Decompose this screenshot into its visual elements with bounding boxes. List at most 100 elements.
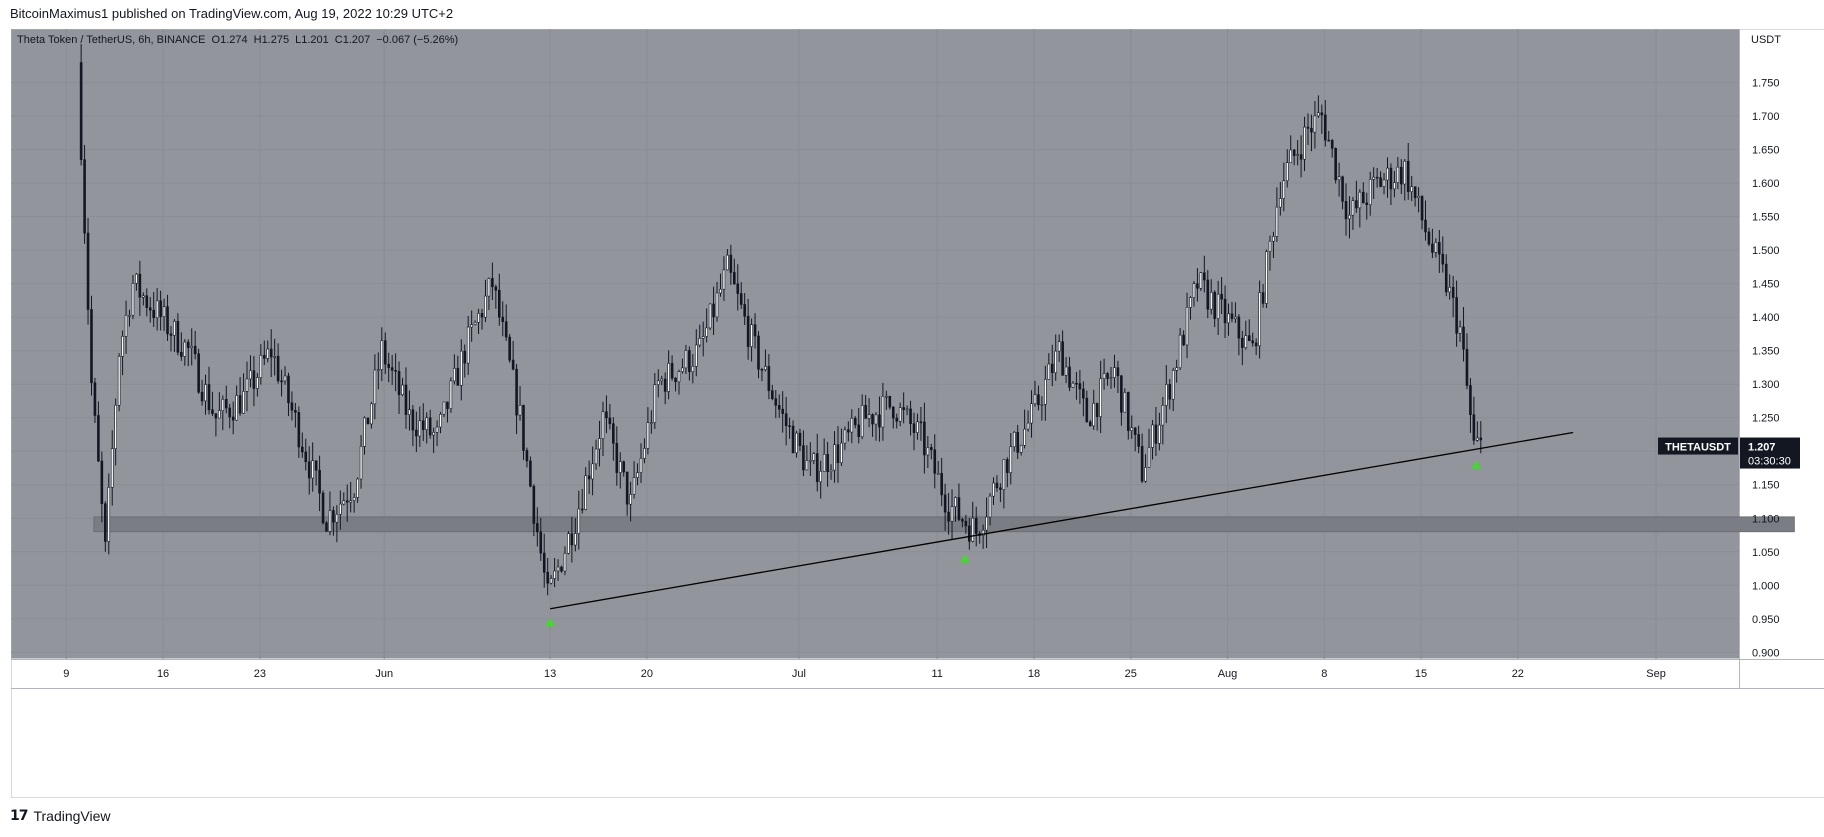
- candle-down: [93, 382, 97, 416]
- candle-down: [947, 511, 950, 522]
- price-chart[interactable]: 1.750 1.700 1.650 1.600 1.550 1.500 1.450 1.400…: [11, 29, 1824, 798]
- candle-up: [1313, 115, 1317, 133]
- candle-down: [1323, 114, 1327, 141]
- candle-up: [1268, 240, 1272, 252]
- candle-down: [1444, 263, 1448, 293]
- candle-down: [1088, 421, 1092, 427]
- candle-up: [667, 362, 670, 392]
- candle-up: [1158, 424, 1161, 444]
- candle-up: [916, 421, 919, 433]
- candle-up: [843, 429, 847, 444]
- candle-up: [408, 409, 411, 415]
- candle-up: [425, 417, 429, 430]
- legend-change: −0.067 (−5.26%): [376, 34, 458, 46]
- candle-up: [867, 414, 871, 419]
- candle-down: [515, 368, 518, 416]
- price-tick-label: 1.300: [1752, 379, 1780, 391]
- candle-up: [1009, 446, 1013, 473]
- candle-down: [777, 405, 781, 410]
- time-tick-label: 11: [931, 668, 942, 680]
- candle-up: [898, 407, 902, 422]
- candle-down: [1438, 242, 1441, 255]
- candle-up: [618, 461, 622, 473]
- candle-up: [377, 369, 380, 371]
- bar-countdown: 03:30:30: [1748, 456, 1791, 468]
- candle-down: [301, 446, 304, 453]
- candle-up: [1175, 367, 1178, 371]
- legend-low: L1.201: [295, 34, 329, 46]
- candle-down: [262, 355, 266, 359]
- candle-down: [1320, 112, 1324, 116]
- candle-down: [152, 309, 155, 319]
- candle-down: [1389, 167, 1393, 190]
- candle-down: [912, 423, 916, 433]
- candle-up: [328, 510, 332, 532]
- candle-up: [677, 371, 681, 383]
- candle-up: [936, 472, 940, 475]
- candle-down: [193, 345, 197, 355]
- plot-area[interactable]: [11, 29, 1740, 659]
- candle-up: [259, 355, 263, 378]
- price-tick-label: 1.000: [1752, 580, 1780, 592]
- price-tick-label: 1.700: [1752, 111, 1780, 123]
- candle-down: [228, 407, 232, 418]
- price-tick-label: 1.500: [1752, 245, 1780, 257]
- candle-down: [501, 316, 505, 322]
- candle-up: [162, 306, 166, 317]
- candle-down: [864, 404, 867, 419]
- candle-down: [587, 475, 591, 480]
- price-axis[interactable]: [1739, 29, 1824, 659]
- candle-up: [726, 254, 729, 271]
- candle-up: [335, 513, 339, 523]
- candle-down: [1237, 316, 1241, 339]
- candle-up: [349, 500, 352, 503]
- time-tick-label: 13: [544, 668, 556, 680]
- candle-up: [874, 414, 878, 425]
- candle-up: [1258, 292, 1261, 347]
- candle-up: [266, 348, 270, 359]
- tradingview-brand: TradingView: [33, 808, 111, 824]
- candle-down: [757, 335, 760, 370]
- candle-down: [729, 254, 733, 273]
- candle-down: [1344, 201, 1348, 220]
- candle-up: [1047, 363, 1051, 380]
- support-arrow-icon: [545, 618, 556, 627]
- candle-up: [352, 497, 356, 501]
- candle-down: [542, 552, 546, 573]
- candle-down: [933, 449, 937, 474]
- candle-down: [1116, 367, 1120, 377]
- candle-down: [297, 412, 301, 448]
- price-tick-label: 1.150: [1752, 480, 1780, 492]
- time-tick-label: 18: [1028, 668, 1040, 680]
- candle-down: [1455, 297, 1458, 334]
- candle-down: [525, 450, 529, 462]
- tradingview-logo[interactable]: 17 TradingView: [10, 808, 111, 824]
- candle-up: [1185, 307, 1189, 346]
- candle-up: [117, 356, 121, 406]
- price-tick-label: 1.050: [1752, 547, 1780, 559]
- candle-up: [518, 405, 522, 416]
- candle-up: [1109, 377, 1113, 379]
- candle-down: [739, 293, 743, 305]
- chart-frame[interactable]: 1.750 1.700 1.650 1.600 1.550 1.500 1.450 1.400…: [11, 29, 1824, 798]
- candle-down: [214, 413, 218, 419]
- candle-up: [339, 503, 342, 515]
- candle-up: [632, 477, 636, 495]
- candle-down: [1137, 434, 1140, 447]
- candle-up: [1434, 242, 1438, 253]
- time-axis[interactable]: [11, 659, 1740, 688]
- candle-down: [411, 409, 415, 431]
- candle-down: [1203, 272, 1206, 281]
- candle-up: [708, 303, 712, 329]
- price-tick-label: 1.600: [1752, 178, 1780, 190]
- candle-up: [1102, 373, 1106, 379]
- candle-up: [1161, 405, 1165, 426]
- candle-up: [1386, 167, 1389, 181]
- ascending-support-line[interactable]: [550, 431, 1574, 610]
- candle-up: [660, 378, 664, 382]
- candle-up: [311, 460, 314, 479]
- candle-down: [929, 447, 933, 451]
- candle-down: [802, 445, 805, 471]
- candle-down: [238, 395, 242, 414]
- candle-up: [1026, 422, 1030, 430]
